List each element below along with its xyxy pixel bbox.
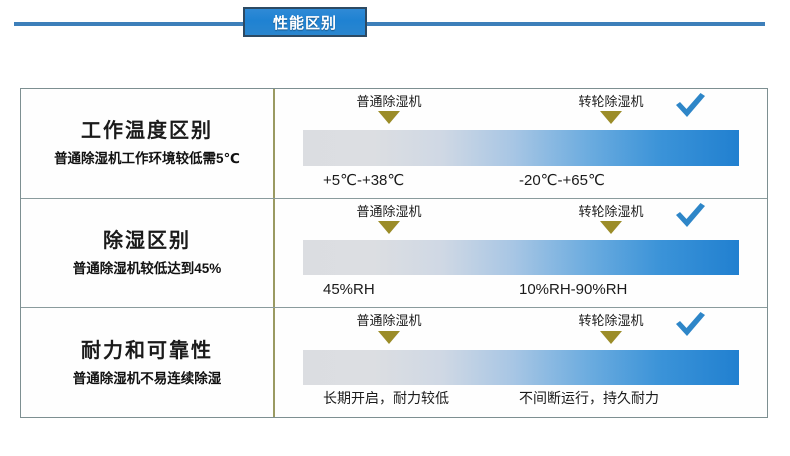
value-rotor: 10%RH-90%RH [519,281,628,299]
comparison-table: 工作温度区别 普通除湿机工作环境较低需5℃ 普通除湿机 转轮除湿机 +5℃-+3… [20,88,768,418]
marker-ordinary: 普通除湿机 [329,94,449,125]
row-title: 工作温度区别 [81,120,213,143]
value-row: 长期开启，耐力较低 不间断运行，持久耐力 [303,389,739,413]
triangle-down-icon [600,220,622,234]
marker-ordinary: 普通除湿机 [329,313,449,344]
value-rotor: -20℃-+65℃ [519,171,605,189]
marker-ordinary: 普通除湿机 [329,203,449,234]
row-heading-cell: 耐力和可靠性 普通除湿机不易连续除湿 [21,308,275,418]
gradient-scale-bar [303,349,739,385]
marker-row: 普通除湿机 转轮除湿机 [303,202,739,240]
marker-label-ordinary: 普通除湿机 [356,94,422,109]
gradient-scale-bar [303,239,739,276]
table-row: 除湿区别 普通除湿机较低达到45% 普通除湿机 转轮除湿机 45%RH [21,198,767,309]
value-ordinary: 长期开启，耐力较低 [323,389,449,406]
table-row: 耐力和可靠性 普通除湿机不易连续除湿 普通除湿机 转轮除湿机 长期开启，耐力较低 [21,308,767,418]
marker-label-ordinary: 普通除湿机 [356,313,422,329]
marker-label-rotor: 转轮除湿机 [578,203,644,219]
marker-label-rotor: 转轮除湿机 [578,313,644,329]
row-heading-cell: 工作温度区别 普通除湿机工作环境较低需5℃ [21,89,275,198]
triangle-down-icon [378,330,400,344]
section-title-chip: 性能区别 [243,7,367,37]
check-icon [676,202,705,227]
header-rule-left [14,22,244,26]
marker-row: 普通除湿机 转轮除湿机 [303,93,739,130]
triangle-down-icon [378,220,400,234]
row-title: 除湿区别 [103,230,191,252]
row-subtitle: 普通除湿机不易连续除湿 [72,370,222,386]
row-subtitle: 普通除湿机工作环境较低需5℃ [54,151,240,167]
marker-label-rotor: 转轮除湿机 [578,94,644,109]
check-icon [676,312,705,337]
marker-row: 普通除湿机 转轮除湿机 [303,312,739,349]
check-icon [676,93,705,117]
row-title: 耐力和可靠性 [81,339,213,362]
header-rule-right [365,22,765,26]
gradient-scale-bar [303,130,739,166]
marker-rotor: 转轮除湿机 [551,94,671,125]
triangle-down-icon [600,111,622,125]
marker-label-ordinary: 普通除湿机 [356,203,422,219]
marker-rotor: 转轮除湿机 [551,313,671,344]
row-detail-cell: 普通除湿机 转轮除湿机 45%RH 10%RH-90%RH [275,199,767,308]
row-subtitle: 普通除湿机较低达到45% [72,261,222,276]
row-detail-cell: 普通除湿机 转轮除湿机 长期开启，耐力较低 不间断运行，持久耐力 [275,308,767,417]
triangle-down-icon [378,111,400,125]
value-ordinary: +5℃-+38℃ [323,171,405,189]
triangle-down-icon [600,330,622,344]
marker-rotor: 转轮除湿机 [551,203,671,234]
row-detail-cell: 普通除湿机 转轮除湿机 +5℃-+38℃ -20℃-+65℃ [275,89,767,198]
section-title-label: 性能区别 [272,14,337,32]
value-rotor: 不间断运行，持久耐力 [519,389,659,406]
value-ordinary: 45%RH [323,281,375,299]
header-banner: 性能区别 [0,0,790,46]
table-row: 工作温度区别 普通除湿机工作环境较低需5℃ 普通除湿机 转轮除湿机 +5℃-+3… [21,89,767,199]
value-row: 45%RH 10%RH-90%RH [303,279,739,303]
value-row: +5℃-+38℃ -20℃-+65℃ [303,170,739,194]
row-heading-cell: 除湿区别 普通除湿机较低达到45% [21,198,275,308]
